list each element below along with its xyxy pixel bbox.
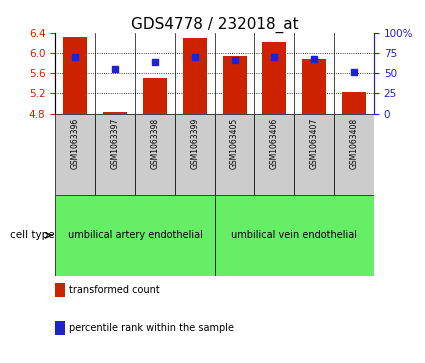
Bar bbox=[215, 195, 374, 276]
Bar bbox=[103, 112, 127, 114]
Point bbox=[72, 54, 79, 60]
Bar bbox=[175, 114, 215, 195]
Text: GSM1063397: GSM1063397 bbox=[110, 118, 119, 169]
Text: GSM1063408: GSM1063408 bbox=[350, 118, 359, 169]
Text: cell type: cell type bbox=[10, 231, 54, 240]
Text: percentile rank within the sample: percentile rank within the sample bbox=[69, 323, 234, 333]
Text: umbilical vein endothelial: umbilical vein endothelial bbox=[231, 231, 357, 240]
Text: umbilical artery endothelial: umbilical artery endothelial bbox=[68, 231, 202, 240]
Bar bbox=[215, 114, 255, 195]
Point bbox=[351, 69, 357, 75]
Text: GSM1063406: GSM1063406 bbox=[270, 118, 279, 169]
Bar bbox=[342, 93, 366, 114]
Bar bbox=[55, 195, 215, 276]
Point bbox=[191, 54, 198, 60]
Bar bbox=[294, 114, 334, 195]
Title: GDS4778 / 232018_at: GDS4778 / 232018_at bbox=[131, 16, 298, 33]
Bar bbox=[262, 42, 286, 114]
Bar bbox=[223, 57, 246, 114]
Text: transformed count: transformed count bbox=[69, 285, 160, 295]
Point bbox=[311, 56, 317, 62]
Point bbox=[271, 54, 278, 60]
Text: GSM1063399: GSM1063399 bbox=[190, 118, 199, 169]
Bar bbox=[63, 37, 87, 114]
Bar bbox=[135, 114, 175, 195]
Bar bbox=[255, 114, 294, 195]
Bar bbox=[302, 59, 326, 114]
Bar bbox=[95, 114, 135, 195]
Bar bbox=[55, 114, 95, 195]
Bar bbox=[183, 38, 207, 114]
Point bbox=[151, 60, 158, 65]
Text: GSM1063405: GSM1063405 bbox=[230, 118, 239, 169]
Text: GSM1063396: GSM1063396 bbox=[71, 118, 79, 169]
Point bbox=[112, 66, 119, 72]
Point bbox=[231, 57, 238, 63]
Text: GSM1063398: GSM1063398 bbox=[150, 118, 159, 169]
Bar bbox=[334, 114, 374, 195]
Text: GSM1063407: GSM1063407 bbox=[310, 118, 319, 169]
Bar bbox=[143, 78, 167, 114]
